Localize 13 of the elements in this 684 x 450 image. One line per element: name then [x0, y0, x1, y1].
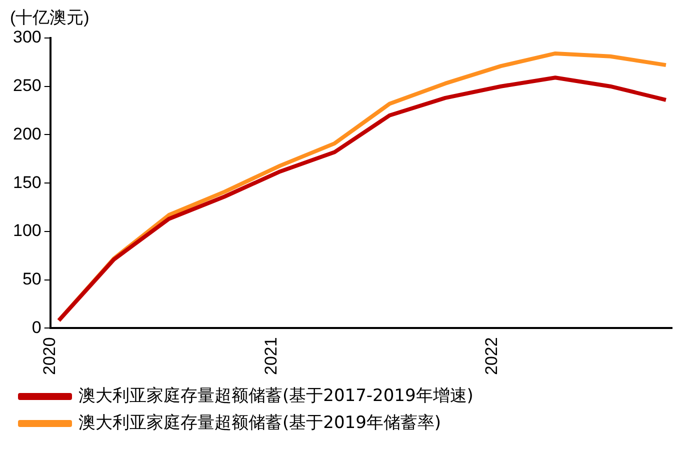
y-tick-label: 300: [12, 28, 42, 47]
y-tick-label: 0: [32, 318, 42, 337]
x-tick-label: 2021: [261, 337, 280, 376]
x-tick-label: 2020: [40, 337, 60, 376]
y-tick-label: 150: [12, 172, 42, 192]
y-axis-title: (十亿澳元): [10, 7, 90, 29]
y-tick-label: 50: [22, 270, 42, 289]
y-tick-label: 250: [12, 76, 42, 96]
x-tick-label: 2022: [482, 337, 502, 376]
legend-label: 澳大利亚家庭存量超额储蓄(基于2017-2019年增速): [78, 386, 474, 406]
y-tick-label: 100: [12, 221, 42, 240]
legend-label: 澳大利亚家庭存量超额储蓄(基于2019年储蓄率): [78, 412, 442, 433]
y-tick-label: 200: [12, 124, 42, 144]
